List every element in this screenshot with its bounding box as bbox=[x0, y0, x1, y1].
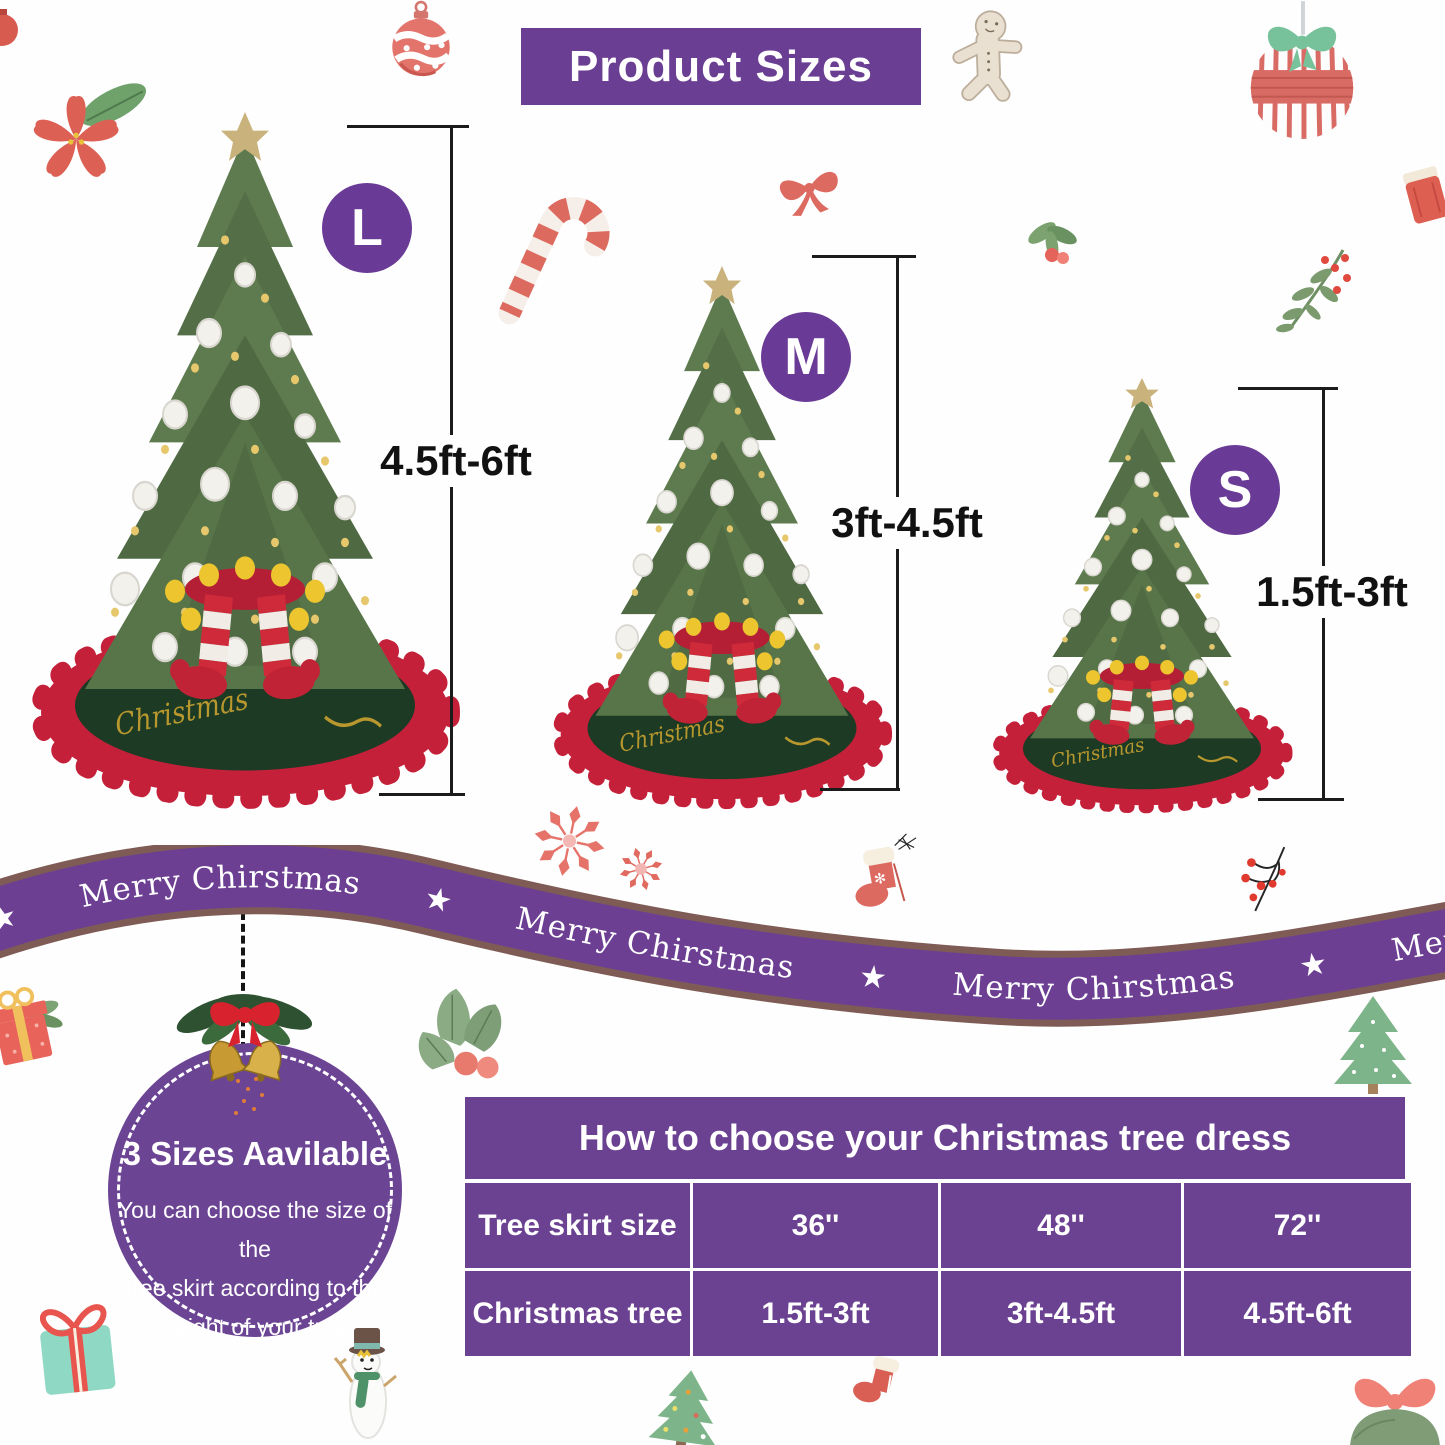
gift-dome-icon bbox=[1350, 1378, 1440, 1445]
corner-bauble-icon bbox=[0, 9, 18, 46]
badge-line-3: height of your tree bbox=[162, 1314, 348, 1340]
table-row-label: Tree skirt size bbox=[465, 1183, 690, 1268]
measure-bottom-tick-small bbox=[1258, 798, 1344, 801]
page-title-banner: Product Sizes bbox=[521, 28, 921, 105]
table-cell: 36'' bbox=[693, 1183, 938, 1268]
gift-teal-icon bbox=[39, 1304, 116, 1395]
poinsettia-icon bbox=[33, 83, 147, 177]
three-sizes-badge: 3 Sizes Aavilable You can choose the siz… bbox=[108, 1043, 402, 1340]
table-cell: 48'' bbox=[941, 1183, 1181, 1268]
gingerbread-man-icon bbox=[952, 10, 1023, 102]
badge-line-2: tree skirt according to the bbox=[125, 1275, 385, 1301]
snowflake-large-icon bbox=[532, 803, 607, 879]
pine-tree-icon bbox=[1334, 996, 1412, 1094]
table-title: How to choose your Christmas tree dress bbox=[578, 1117, 1292, 1158]
badge-title: 3 Sizes Aavilable bbox=[122, 1135, 388, 1172]
page-title: Product Sizes bbox=[569, 41, 873, 91]
size-badge-large: L bbox=[322, 183, 412, 273]
table-cell: 72'' bbox=[1184, 1183, 1411, 1268]
table-cell: 4.5ft-6ft bbox=[1184, 1271, 1411, 1356]
measure-top-tick-medium bbox=[812, 255, 916, 258]
table-title-row: How to choose your Christmas tree dress bbox=[465, 1097, 1405, 1179]
holly-small-icon bbox=[1028, 222, 1077, 264]
size-table: How to choose your Christmas tree dress … bbox=[465, 1097, 1411, 1356]
striped-bauble-bow-icon bbox=[1250, 1, 1354, 140]
table-row-label: Christmas tree bbox=[465, 1271, 690, 1356]
snowflake-small-icon bbox=[618, 846, 664, 892]
gift-red-icon bbox=[0, 986, 63, 1066]
badge-line-1: You can choose the size of the bbox=[117, 1197, 393, 1262]
bauble-icon bbox=[392, 0, 452, 77]
size-range-large: 4.5ft-6ft bbox=[370, 435, 542, 487]
table-cell: 1.5ft-3ft bbox=[693, 1271, 938, 1356]
snowman-icon bbox=[333, 1328, 397, 1439]
measure-bottom-tick-large bbox=[379, 793, 465, 796]
measure-top-tick-small bbox=[1238, 387, 1338, 390]
svg-text:✻: ✻ bbox=[873, 871, 888, 889]
size-badge-small: S bbox=[1190, 445, 1280, 535]
pine-tree-small-icon bbox=[648, 1370, 716, 1445]
size-range-small: 1.5ft-3ft bbox=[1246, 566, 1418, 618]
table-grid: Tree skirt size 36'' 48'' 72'' Christmas… bbox=[465, 1183, 1411, 1356]
berry-sprig-icon bbox=[1276, 249, 1351, 333]
size-badge-medium: M bbox=[761, 312, 851, 402]
mug-icon bbox=[1402, 166, 1445, 224]
bow-icon bbox=[779, 171, 838, 216]
measure-bottom-tick-medium bbox=[820, 788, 900, 791]
stocking-small-icon bbox=[853, 1355, 900, 1403]
table-cell: 3ft-4.5ft bbox=[941, 1271, 1181, 1356]
merry-christmas-ribbon: ★ Merry Chirstmas ★ Merry Chirstmas ★ Me… bbox=[0, 845, 1445, 1027]
size-range-medium: 3ft-4.5ft bbox=[821, 497, 993, 549]
measure-top-tick-large bbox=[347, 125, 469, 128]
berry-branch-icon bbox=[1241, 846, 1286, 912]
bells-icon bbox=[176, 994, 313, 1115]
hanger-dashed-line bbox=[241, 912, 245, 1050]
holly-large-icon bbox=[418, 988, 502, 1079]
candy-cane-icon bbox=[498, 197, 610, 325]
stocking-icon: ✻ bbox=[855, 833, 917, 907]
